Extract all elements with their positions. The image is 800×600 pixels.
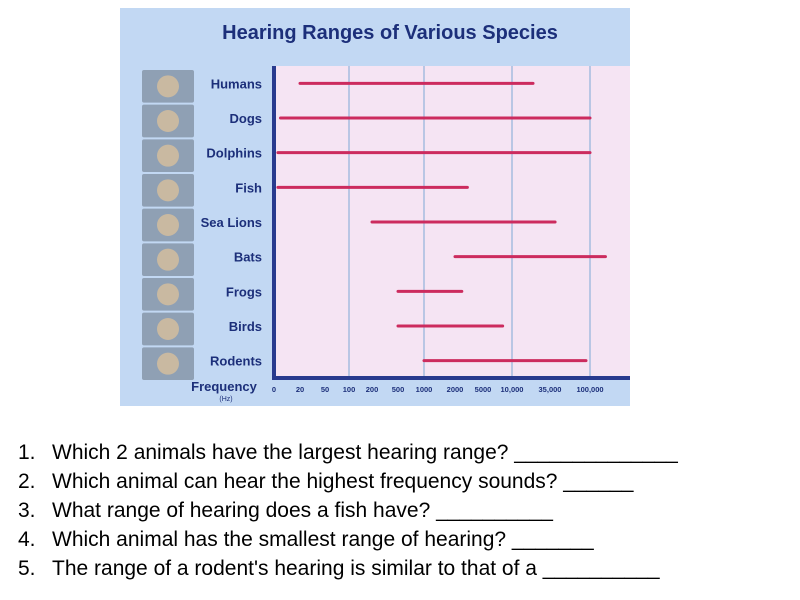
category-label-frogs: Frogs: [226, 284, 262, 299]
question-item: 5. The range of a rodent's hearing is sim…: [18, 554, 788, 583]
x-tick-label-7: 2000: [447, 385, 464, 394]
x-tick-label-5: 500: [392, 385, 405, 394]
x-tick-label-3: 100: [343, 385, 356, 394]
question-text: Which animal can hear the highest freque…: [52, 470, 634, 493]
x-tick-label-9: 10,000: [501, 385, 524, 394]
fish-photo-subject: [157, 179, 179, 202]
question-text: What range of hearing does a fish have? …: [52, 499, 553, 522]
hearing-range-chart: Hearing Ranges of Various Species Humans…: [142, 22, 630, 403]
category-label-birds: Birds: [229, 319, 262, 334]
frogs-photo-subject: [157, 283, 179, 306]
dolphins-photo-subject: [157, 144, 179, 167]
question-text: Which animal has the smallest range of h…: [52, 528, 594, 551]
question-item: 4. Which animal has the smallest range of…: [18, 525, 788, 554]
question-number: 1.: [18, 441, 36, 464]
category-label-fish: Fish: [235, 180, 262, 195]
question-text: Which 2 animals have the largest hearing…: [52, 441, 678, 464]
question-number: 2.: [18, 470, 36, 493]
category-label-humans: Humans: [211, 76, 262, 91]
x-tick-label-0: 0: [272, 385, 276, 394]
bats-photo-subject: [157, 248, 179, 271]
question-number: 3.: [18, 499, 36, 522]
x-tick-label-4: 200: [366, 385, 379, 394]
humans-photo-subject: [157, 75, 179, 98]
dogs-photo-subject: [157, 110, 179, 132]
x-tick-label-2: 50: [321, 385, 329, 394]
chart-title: Hearing Ranges of Various Species: [222, 22, 558, 44]
chart-panel: Hearing Ranges of Various Species Humans…: [120, 8, 630, 406]
category-label-dogs: Dogs: [230, 111, 263, 126]
x-axis-label: Frequency: [191, 379, 258, 394]
birds-photo-subject: [157, 318, 179, 340]
sea-lions-photo-subject: [157, 214, 179, 236]
x-tick-label-10: 35,000: [539, 385, 562, 394]
category-label-rodents: Rodents: [210, 354, 262, 369]
question-item: 1. Which 2 animals have the largest heari…: [18, 438, 788, 467]
x-tick-label-6: 1000: [416, 385, 433, 394]
x-tick-label-8: 5000: [475, 385, 492, 394]
question-text: The range of a rodent's hearing is simil…: [52, 557, 660, 580]
question-item: 3. What range of hearing does a fish have…: [18, 496, 788, 525]
rodents-photo-subject: [157, 352, 179, 375]
x-axis-unit: (Hz): [219, 396, 232, 403]
x-tick-label-11: 100,000: [576, 385, 603, 394]
category-label-bats: Bats: [234, 250, 262, 265]
question-number: 5.: [18, 557, 36, 580]
category-label-sea-lions: Sea Lions: [201, 215, 262, 230]
category-label-dolphins: Dolphins: [206, 146, 262, 161]
question-item: 2. Which animal can hear the highest freq…: [18, 467, 788, 496]
x-tick-label-1: 20: [296, 385, 304, 394]
question-list: 1. Which 2 animals have the largest heari…: [18, 438, 788, 583]
question-number: 4.: [18, 528, 36, 551]
